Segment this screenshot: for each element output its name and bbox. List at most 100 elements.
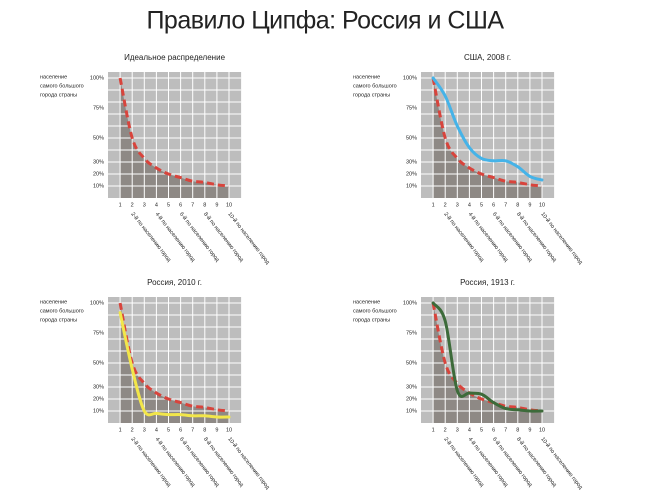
x-tick-label: 2	[131, 202, 134, 208]
x-rank-label: 8-й по населению город	[202, 436, 246, 489]
x-tick-label: 6	[492, 427, 495, 433]
x-rank-label: 8-й по населению город	[515, 436, 559, 489]
x-tick-label: 8	[203, 427, 206, 433]
data-line	[431, 302, 543, 413]
x-tick-label: 8	[516, 202, 519, 208]
x-tick-label: 7	[504, 427, 507, 433]
area	[120, 303, 229, 423]
y-tick-label: 100%	[403, 300, 417, 306]
x-rank-label: 8-й по населению город	[202, 211, 246, 264]
y-axis-label: самого большого	[40, 308, 84, 314]
panel: США, 2008 г. население самого большого горо…	[353, 53, 585, 266]
x-tick-label: 7	[504, 202, 507, 208]
y-tick-label: 50%	[93, 135, 104, 141]
x-rank-label: 10-й по населению город	[226, 211, 271, 266]
y-tick-label: 10%	[406, 183, 417, 189]
x-tick-label: 4	[468, 427, 471, 433]
data-line	[431, 301, 544, 413]
x-rank-label: 10-й по населению город	[226, 436, 271, 491]
x-tick-label: 3	[143, 427, 146, 433]
x-rank-label: 2-й по населению город	[442, 436, 486, 489]
x-rank-label: 2-й по населению город	[129, 211, 173, 264]
x-rank-label: 4-й по населению город	[467, 436, 511, 489]
x-tick-label: 7	[191, 427, 194, 433]
y-tick-label: 50%	[93, 360, 104, 366]
panel: Россия, 2010 г. население самого большого г…	[40, 278, 272, 491]
y-tick-label: 30%	[93, 159, 104, 165]
x-tick-label: 5	[167, 202, 170, 208]
data-line	[118, 77, 230, 188]
y-tick-label: 100%	[90, 75, 104, 81]
y-axis-label: население	[40, 74, 67, 80]
y-tick-label: 20%	[406, 171, 417, 177]
x-tick-label: 10	[539, 202, 545, 208]
y-tick-label: 30%	[93, 384, 104, 390]
x-tick-label: 9	[215, 202, 218, 208]
panel-title: США, 2008 г.	[464, 53, 511, 62]
data-line	[431, 77, 543, 188]
y-tick-label: 50%	[406, 360, 417, 366]
data-line	[118, 302, 230, 413]
x-rank-label: 6-й по населению город	[491, 211, 535, 264]
y-tick-label: 20%	[93, 396, 104, 402]
x-tick-label: 2	[444, 427, 447, 433]
x-tick-label: 10	[539, 427, 545, 433]
y-tick-label: 100%	[403, 75, 417, 81]
x-rank-label: 4-й по населению город	[467, 211, 511, 264]
panel-title: Россия, 2010 г.	[147, 278, 202, 287]
x-tick-label: 9	[528, 427, 531, 433]
y-tick-label: 75%	[406, 105, 417, 111]
x-tick-label: 6	[492, 202, 495, 208]
y-tick-label: 100%	[90, 300, 104, 306]
y-tick-label: 10%	[93, 408, 104, 414]
y-axis-label: города страны	[40, 317, 77, 323]
x-tick-label: 2	[444, 202, 447, 208]
x-tick-label: 8	[203, 202, 206, 208]
y-axis-label: города страны	[353, 317, 390, 323]
x-rank-label: 10-й по населению город	[539, 436, 584, 491]
y-tick-label: 75%	[93, 330, 104, 336]
x-rank-label: 6-й по населению город	[178, 436, 222, 489]
x-rank-label: 8-й по населению город	[515, 211, 559, 264]
x-tick-label: 10	[226, 427, 232, 433]
y-axis-label: население	[353, 74, 380, 80]
x-tick-label: 4	[155, 202, 158, 208]
data-line	[431, 76, 544, 182]
x-tick-label: 2	[131, 427, 134, 433]
x-tick-label: 9	[528, 202, 531, 208]
y-axis-label: население	[353, 299, 380, 305]
area	[433, 303, 542, 423]
y-axis-label: население	[40, 299, 67, 305]
x-rank-label: 10-й по населению город	[539, 211, 584, 266]
y-tick-label: 30%	[406, 159, 417, 165]
x-tick-label: 8	[516, 427, 519, 433]
x-tick-label: 6	[179, 202, 182, 208]
x-tick-label: 5	[480, 202, 483, 208]
x-rank-label: 4-й по населению город	[154, 436, 198, 489]
y-tick-label: 50%	[406, 135, 417, 141]
area	[433, 78, 542, 198]
x-tick-label: 5	[480, 427, 483, 433]
panel: Идеальное распределение население самого б…	[40, 53, 272, 266]
data-line	[118, 311, 231, 419]
x-rank-label: 6-й по населению город	[178, 211, 222, 264]
y-tick-label: 20%	[93, 171, 104, 177]
y-tick-label: 10%	[93, 183, 104, 189]
panel-title: Идеальное распределение	[124, 53, 226, 62]
y-tick-label: 75%	[93, 105, 104, 111]
x-tick-label: 4	[468, 202, 471, 208]
x-tick-label: 5	[167, 427, 170, 433]
area	[120, 78, 229, 198]
y-tick-label: 75%	[406, 330, 417, 336]
page-title: Правило Ципфа: Россия и США	[146, 7, 504, 35]
x-tick-label: 7	[191, 202, 194, 208]
y-tick-label: 20%	[406, 396, 417, 402]
y-axis-label: города страны	[353, 92, 390, 98]
x-tick-label: 1	[432, 202, 435, 208]
panel: Россия, 1913 г. население самого большого г…	[353, 278, 585, 491]
panel-title: Россия, 1913 г.	[460, 278, 515, 287]
x-tick-label: 3	[456, 427, 459, 433]
x-rank-label: 2-й по населению город	[129, 436, 173, 489]
x-tick-label: 1	[432, 427, 435, 433]
